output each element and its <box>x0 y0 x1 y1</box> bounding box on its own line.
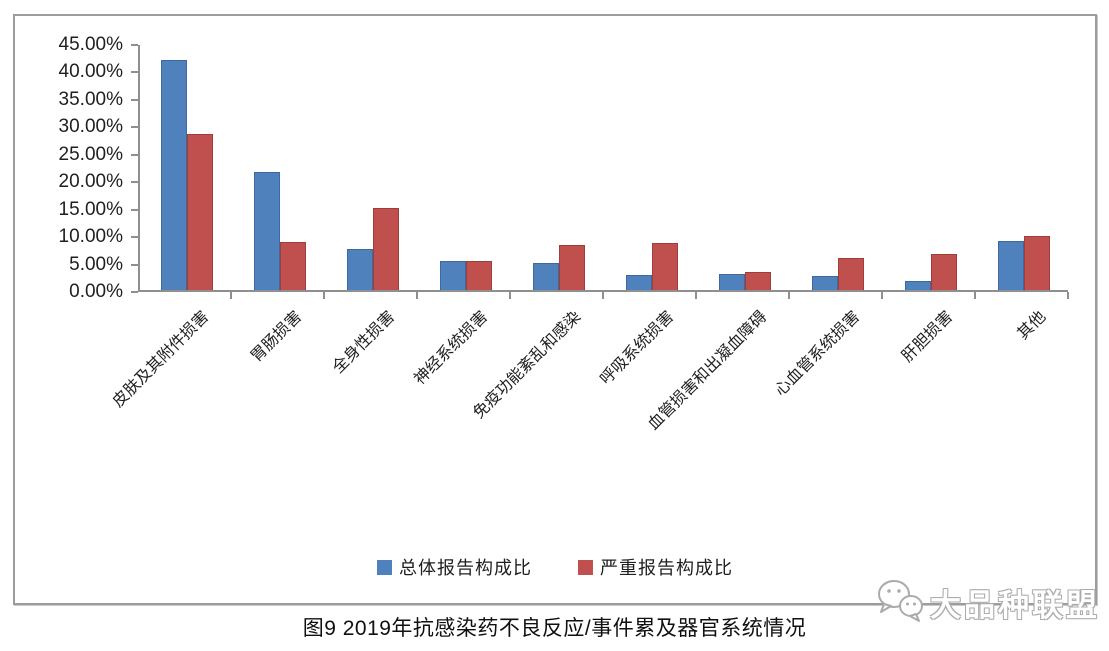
bar-overall-1 <box>253 172 280 290</box>
bar-overall-7 <box>811 275 838 290</box>
x-axis-label-0: 皮肤及其附件损害 <box>110 308 213 411</box>
x-axis-label-7: 心血管系统损害 <box>772 308 864 400</box>
x-axis-tick <box>881 292 883 299</box>
x-axis-label-2: 全身性损害 <box>330 308 399 377</box>
bar-overall-2 <box>346 249 373 290</box>
legend-label-overall: 总体报告构成比 <box>399 558 532 578</box>
y-axis-label: 30.00% <box>58 116 123 138</box>
y-axis-label: 25.00% <box>58 143 123 165</box>
legend: 总体报告构成比 严重报告构成比 <box>15 554 1095 580</box>
y-axis-label: 5.00% <box>69 253 123 275</box>
bar-serious-9 <box>1023 236 1050 290</box>
bar-overall-6 <box>718 274 745 290</box>
y-axis-label: 35.00% <box>58 88 123 110</box>
bar-serious-6 <box>744 272 771 290</box>
legend-label-serious: 严重报告构成比 <box>600 558 733 578</box>
x-axis-tick <box>509 292 511 299</box>
x-axis-tick <box>230 292 232 299</box>
bar-overall-8 <box>904 281 931 290</box>
legend-item-serious: 严重报告构成比 <box>578 554 733 580</box>
x-axis-tick <box>602 292 604 299</box>
y-axis-tick <box>131 71 138 74</box>
y-axis-label: 40.00% <box>58 61 123 83</box>
legend-item-overall: 总体报告构成比 <box>377 554 532 580</box>
x-axis-tick <box>1067 292 1069 299</box>
bar-overall-3 <box>439 260 466 290</box>
chart-caption: 图9 2019年抗感染药不良反应/事件累及器官系统情况 <box>302 617 807 640</box>
bar-serious-8 <box>930 254 957 290</box>
x-axis-tick <box>974 292 976 299</box>
y-axis-label: 20.00% <box>58 171 123 193</box>
bar-serious-5 <box>651 243 678 290</box>
x-axis-label-8: 肝胆损害 <box>899 308 957 366</box>
watermark: 大品种联盟 <box>874 576 1100 629</box>
y-axis-label: 45.00% <box>58 34 123 55</box>
bar-overall-4 <box>532 263 559 290</box>
x-axis-label-3: 神经系统损害 <box>411 308 492 389</box>
chart-frame: 总体报告构成比 严重报告构成比 45.00% 40.00% 35.00% 30.00%… <box>13 14 1097 605</box>
y-axis-tick <box>131 236 138 239</box>
plot-area <box>138 45 1068 292</box>
x-axis-tick <box>323 292 325 299</box>
x-axis-label-9: 其他 <box>1015 308 1050 343</box>
bar-overall-9 <box>997 240 1024 290</box>
bar-overall-0 <box>160 60 187 290</box>
y-axis-label: 10.00% <box>58 226 123 248</box>
y-axis-label: 0.00% <box>69 281 123 302</box>
x-axis-tick <box>788 292 790 299</box>
bar-overall-5 <box>625 274 652 290</box>
x-axis-tick <box>695 292 697 299</box>
y-axis-tick <box>131 208 138 211</box>
bar-serious-2 <box>372 207 399 290</box>
y-axis-tick <box>131 181 138 184</box>
bar-serious-1 <box>279 242 306 290</box>
y-axis-tick <box>131 153 138 156</box>
x-axis-label-5: 呼吸系统损害 <box>597 308 678 389</box>
y-axis-tick <box>131 263 138 266</box>
wechat-bubbles-icon <box>874 576 926 629</box>
bar-serious-0 <box>186 133 213 290</box>
y-axis-tick <box>131 126 138 129</box>
bar-serious-4 <box>558 245 585 290</box>
x-axis-label-1: 胃肠损害 <box>248 308 306 366</box>
y-axis-tick <box>131 98 138 101</box>
legend-swatch-overall-icon <box>377 559 392 575</box>
y-axis-label: 15.00% <box>58 198 123 220</box>
y-axis-tick <box>131 291 138 293</box>
y-axis-tick <box>131 44 138 46</box>
legend-swatch-serious-icon <box>578 559 593 575</box>
bar-serious-7 <box>837 258 864 290</box>
bar-serious-3 <box>465 260 492 290</box>
x-axis-tick <box>416 292 418 299</box>
watermark-text: 大品种联盟 <box>930 588 1100 623</box>
